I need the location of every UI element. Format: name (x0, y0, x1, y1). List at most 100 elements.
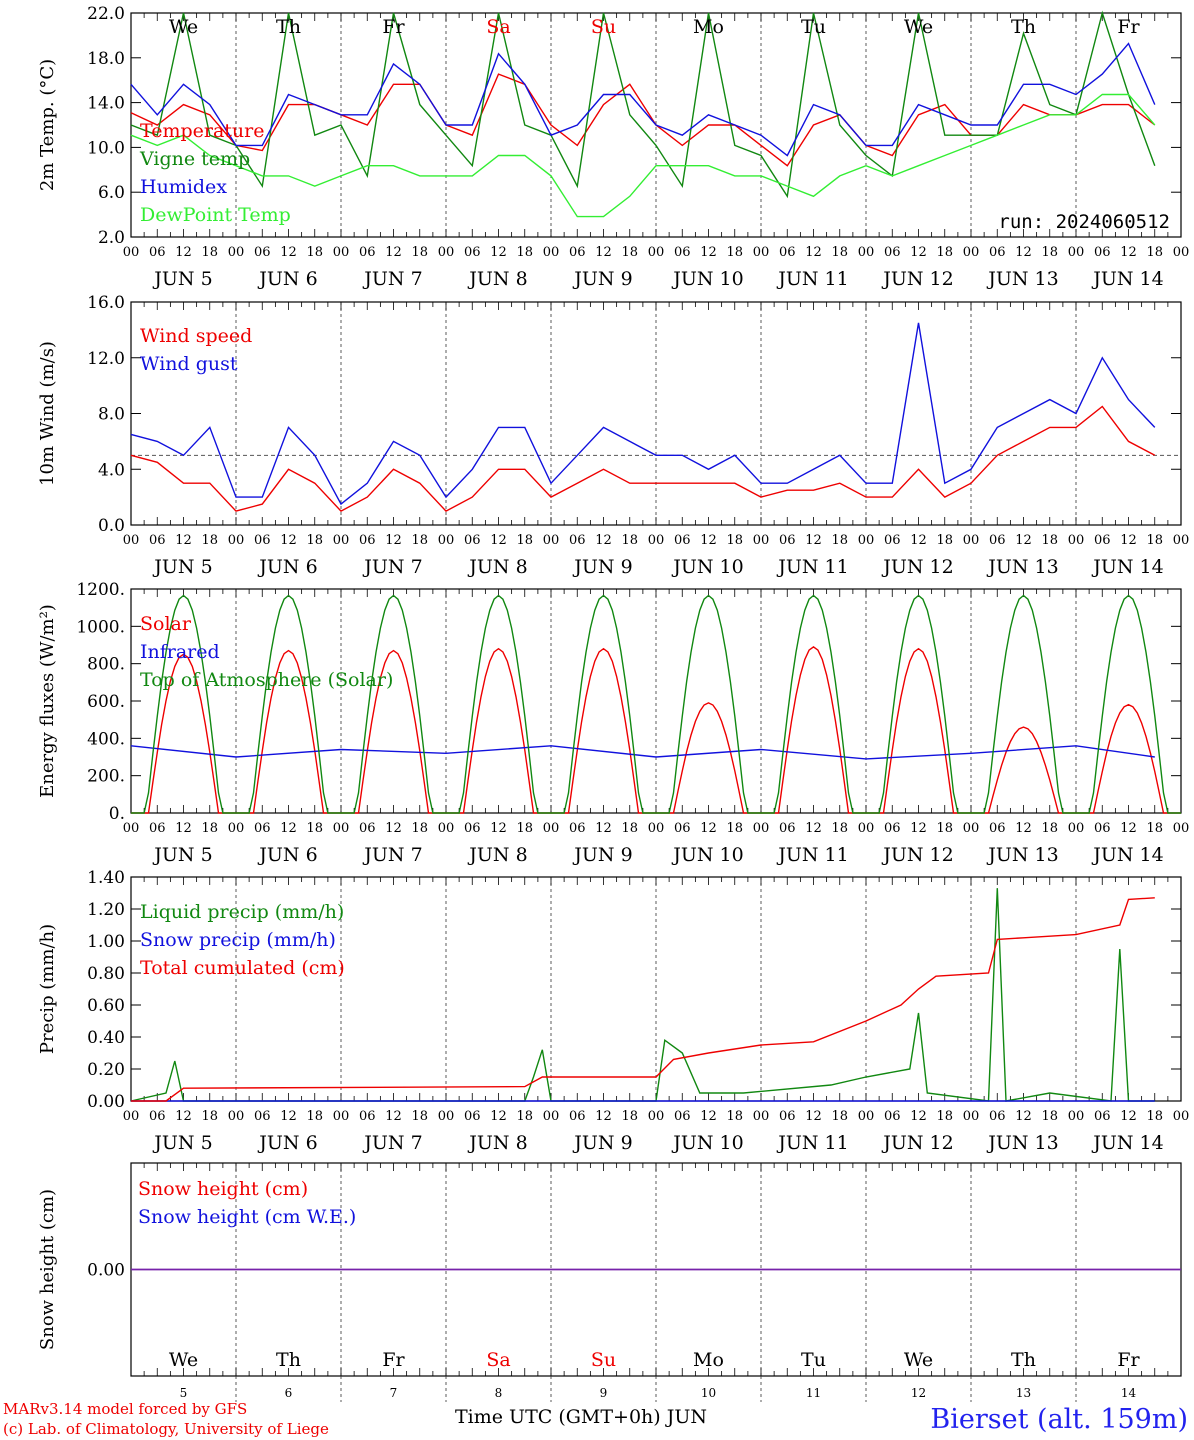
legend-item: Infrared (140, 641, 220, 663)
x-hour-label: 00 (1068, 245, 1085, 260)
x-hour-label: 12 (385, 1109, 402, 1124)
weekday-label: Sa (486, 1349, 510, 1371)
x-hour-label: 18 (936, 821, 953, 836)
x-hour-label: 12 (280, 821, 297, 836)
x-date-label: JUN 13 (986, 1132, 1058, 1154)
x-date-label: JUN 14 (1091, 556, 1163, 578)
x-day-number: 5 (180, 1386, 188, 1400)
legend-item: Total cumulated (cm) (140, 957, 345, 979)
x-hour-label: 12 (595, 821, 612, 836)
weekday-label: Fr (1117, 16, 1140, 38)
y-tick-label: 0.80 (87, 964, 125, 984)
y-tick-label: 1.20 (87, 900, 125, 920)
series-line (130, 322, 1156, 506)
y-axis-label: 10m Wind (m/s) (37, 341, 58, 486)
weekday-label: Su (591, 1349, 616, 1371)
x-hour-label: 18 (516, 1109, 533, 1124)
x-hour-label: 06 (569, 533, 586, 548)
x-hour-label: 18 (1146, 533, 1163, 548)
x-hour-label: 00 (228, 533, 245, 548)
y-tick-label: 1000. (76, 617, 125, 637)
x-hour-label: 18 (831, 821, 848, 836)
y-tick-label: 400. (87, 729, 125, 749)
series-line (131, 897, 1155, 1102)
y-axis-label: Precip (mm/h) (37, 924, 58, 1054)
x-date-label: JUN 12 (881, 556, 953, 578)
x-hour-label: 00 (963, 245, 980, 260)
x-hour-label: 18 (936, 1109, 953, 1124)
x-hour-label: 00 (333, 533, 350, 548)
x-date-label: JUN 11 (776, 268, 848, 290)
weekday-label: We (904, 1349, 933, 1371)
x-hour-label: 18 (936, 245, 953, 260)
legend-item: Solar (140, 613, 192, 635)
x-hour-label: 06 (149, 245, 166, 260)
footer-lab-line: (c) Lab. of Climatology, University of L… (3, 1420, 329, 1438)
y-tick-label: 0. (109, 804, 125, 824)
x-day-number: 12 (911, 1386, 926, 1400)
x-hour-label: 12 (700, 821, 717, 836)
x-hour-label: 00 (543, 1109, 560, 1124)
x-hour-label: 06 (989, 245, 1006, 260)
x-hour-label: 00 (963, 533, 980, 548)
x-date-label: JUN 6 (257, 1132, 317, 1154)
x-day-number: 9 (600, 1386, 608, 1400)
x-hour-label: 06 (1094, 821, 1111, 836)
x-hour-label: 12 (385, 245, 402, 260)
run-label: run: 2024060512 (998, 211, 1170, 233)
x-hour-label: 18 (831, 533, 848, 548)
x-hour-label: 12 (805, 1109, 822, 1124)
series-line (130, 10, 1156, 199)
series-line (130, 745, 1155, 760)
x-hour-label: 00 (228, 821, 245, 836)
x-hour-label: 12 (595, 245, 612, 260)
x-hour-label: 00 (1068, 1109, 1085, 1124)
x-hour-label: 06 (674, 1109, 691, 1124)
x-date-label: JUN 13 (986, 268, 1058, 290)
panel-3: 0. 200. 400. 600. 800. 1000. 1200. Energy fluxe… (37, 580, 1189, 866)
legend-item: DewPoint Temp (140, 204, 291, 226)
x-hour-label: 06 (359, 821, 376, 836)
x-hour-label: 00 (858, 1109, 875, 1124)
x-hour-label: 00 (858, 245, 875, 260)
x-hour-label: 00 (543, 245, 560, 260)
x-hour-label: 18 (201, 245, 218, 260)
x-axis-label: Time UTC (GMT+0h) JUN (455, 1406, 707, 1428)
x-hour-label: 06 (569, 821, 586, 836)
x-hour-label: 12 (910, 1109, 927, 1124)
weekday-label: We (169, 16, 198, 38)
x-hour-label: 00 (858, 821, 875, 836)
x-date-label: JUN 10 (671, 1132, 743, 1154)
x-hour-label: 12 (595, 1109, 612, 1124)
x-date-label: JUN 7 (362, 268, 422, 290)
x-hour-label: 06 (989, 533, 1006, 548)
weekday-label: Sa (486, 16, 510, 38)
y-tick-label: 600. (87, 692, 125, 712)
x-hour-label: 18 (411, 245, 428, 260)
x-hour-label: 18 (411, 533, 428, 548)
x-hour-label: 18 (621, 533, 638, 548)
x-hour-label: 00 (1173, 533, 1190, 548)
x-hour-label: 18 (201, 533, 218, 548)
x-hour-label: 00 (753, 821, 770, 836)
x-hour-label: 12 (805, 245, 822, 260)
x-hour-label: 12 (910, 245, 927, 260)
legend-item: Top of Atmosphere (Solar) (140, 669, 393, 691)
x-hour-label: 06 (149, 533, 166, 548)
x-hour-label: 00 (648, 533, 665, 548)
x-hour-label: 06 (1094, 245, 1111, 260)
x-hour-label: 06 (254, 245, 271, 260)
x-hour-label: 12 (175, 245, 192, 260)
legend-item: Wind speed (140, 325, 252, 347)
x-hour-label: 18 (936, 533, 953, 548)
x-date-label: JUN 13 (986, 556, 1058, 578)
station-label: Bierset (alt. 159m) (930, 1404, 1188, 1435)
x-hour-label: 06 (464, 1109, 481, 1124)
x-hour-label: 18 (201, 1109, 218, 1124)
legend-item: Vigne temp (139, 148, 250, 170)
y-axis-label: 2m Temp. (°C) (37, 59, 58, 191)
y-tick-label: 6.0 (98, 183, 125, 203)
x-hour-label: 18 (516, 245, 533, 260)
x-date-label: JUN 10 (671, 556, 743, 578)
x-hour-label: 18 (306, 533, 323, 548)
